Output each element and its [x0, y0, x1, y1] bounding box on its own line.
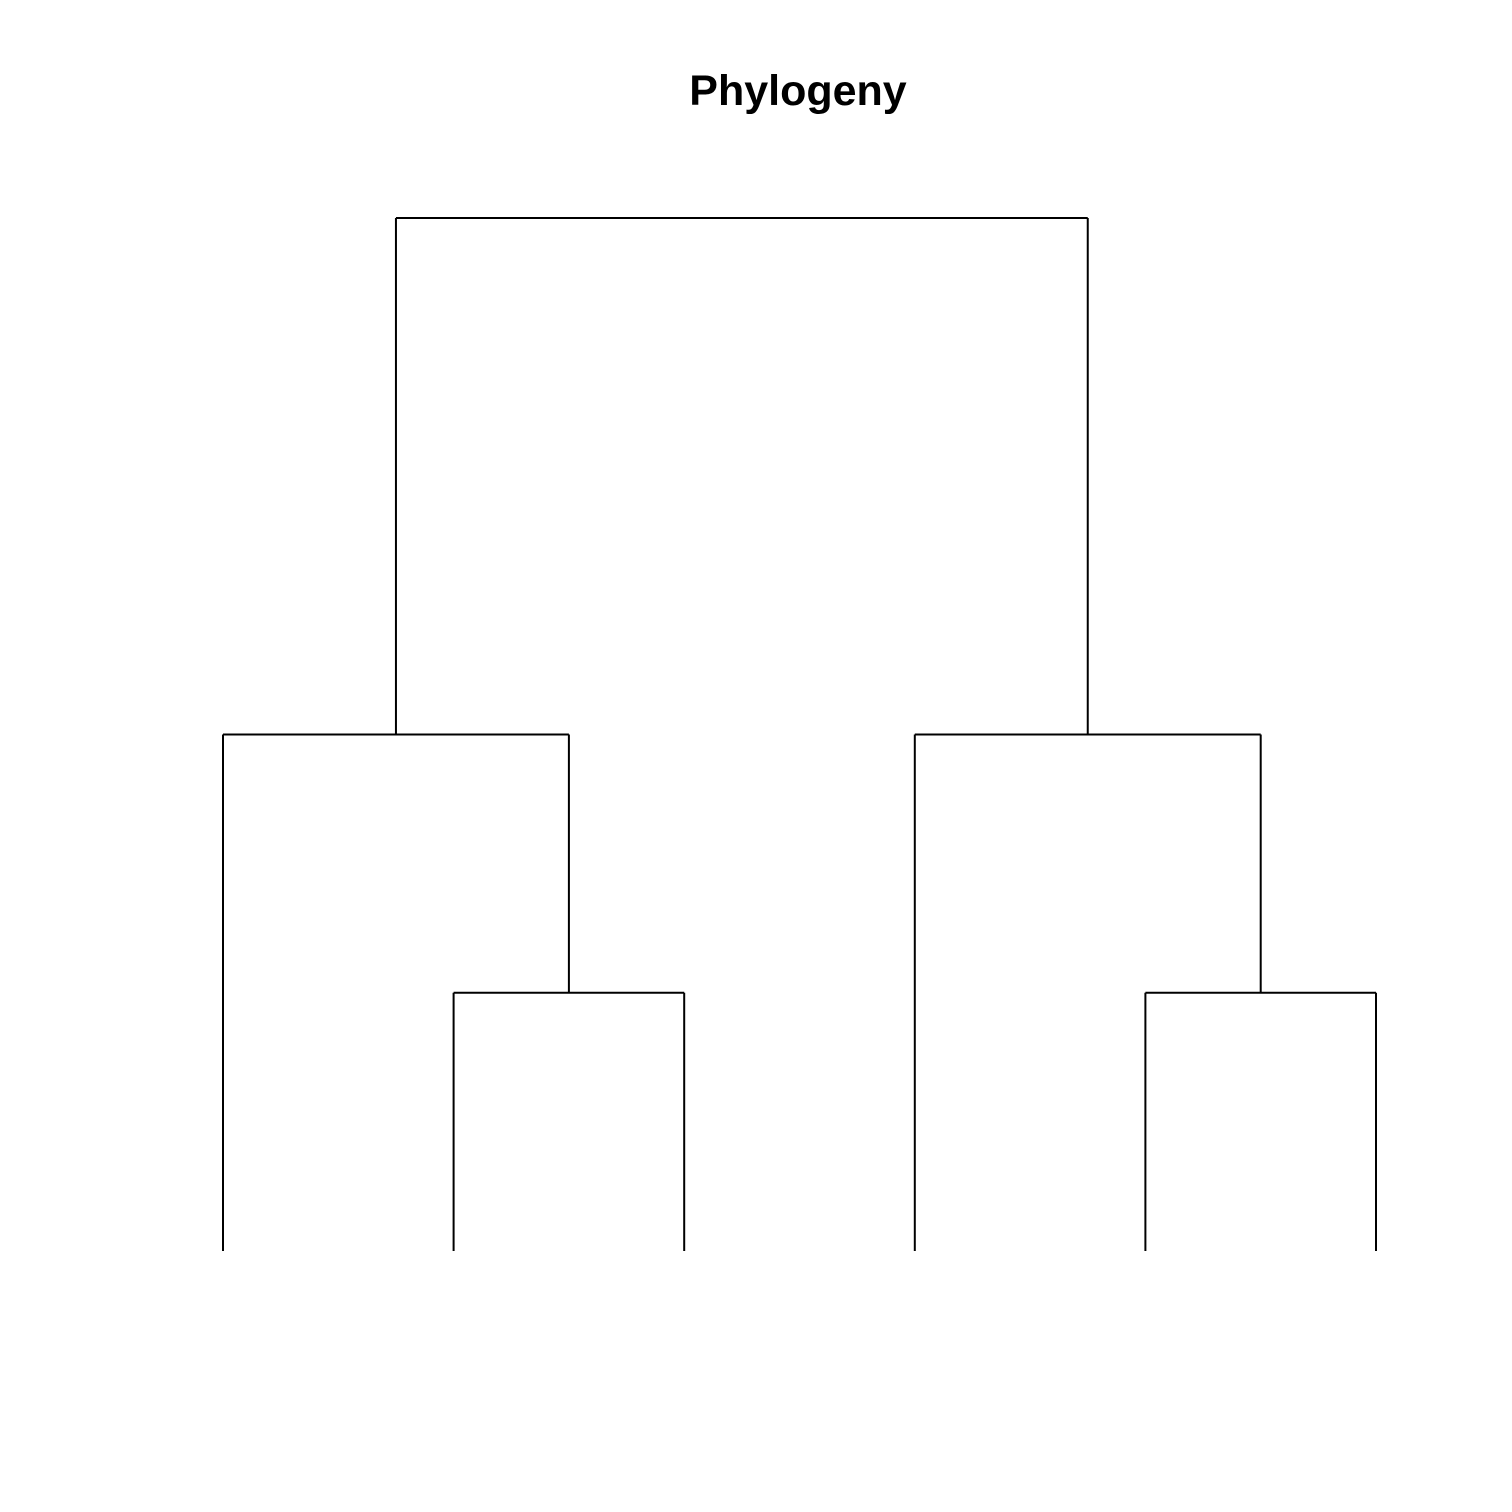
diagram-title: Phylogeny — [689, 67, 907, 115]
phylogenetic-tree — [222, 217, 1377, 1251]
